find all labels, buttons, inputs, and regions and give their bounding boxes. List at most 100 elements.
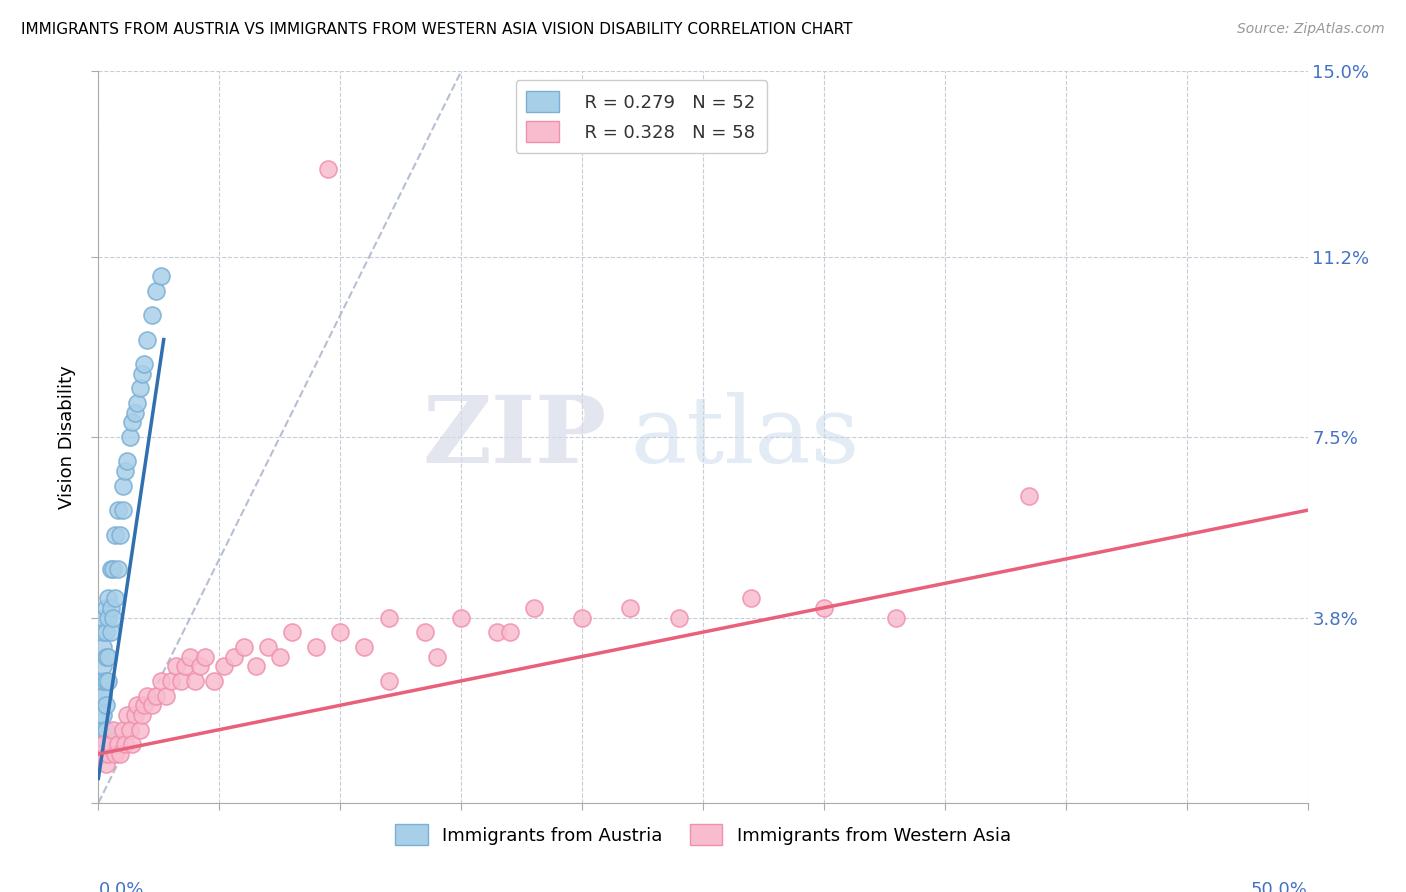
Point xyxy=(523,600,546,615)
Point xyxy=(127,698,149,713)
Point xyxy=(184,673,207,688)
Point xyxy=(94,723,117,737)
Point xyxy=(212,659,235,673)
Legend: Immigrants from Austria, Immigrants from Western Asia: Immigrants from Austria, Immigrants from… xyxy=(384,814,1022,856)
Point xyxy=(619,600,641,615)
Point xyxy=(134,698,156,713)
Point xyxy=(90,737,112,751)
Point xyxy=(117,454,139,468)
Point xyxy=(316,161,339,176)
Point xyxy=(813,600,835,615)
Point xyxy=(91,625,114,640)
Point xyxy=(150,269,173,284)
Point xyxy=(104,747,127,761)
Point xyxy=(145,284,167,298)
Point xyxy=(108,527,131,541)
Text: ZIP: ZIP xyxy=(422,392,606,482)
Point xyxy=(131,708,153,723)
Point xyxy=(131,367,153,381)
Point xyxy=(329,625,352,640)
Point xyxy=(232,640,254,654)
Point xyxy=(305,640,328,654)
Point xyxy=(90,673,112,688)
Point xyxy=(91,610,114,624)
Point xyxy=(121,737,143,751)
Point xyxy=(107,503,129,517)
Point xyxy=(104,591,127,605)
Point xyxy=(97,673,120,688)
Point xyxy=(97,610,120,624)
Point xyxy=(222,649,245,664)
Point xyxy=(486,625,509,640)
Point xyxy=(160,673,183,688)
Text: atlas: atlas xyxy=(630,392,859,482)
Point xyxy=(91,659,114,673)
Point xyxy=(134,357,156,371)
Point xyxy=(111,479,134,493)
Point xyxy=(91,640,114,654)
Point xyxy=(100,737,122,751)
Point xyxy=(90,708,112,723)
Point xyxy=(165,659,187,673)
Point xyxy=(118,723,141,737)
Point xyxy=(128,381,150,395)
Text: IMMIGRANTS FROM AUSTRIA VS IMMIGRANTS FROM WESTERN ASIA VISION DISABILITY CORREL: IMMIGRANTS FROM AUSTRIA VS IMMIGRANTS FR… xyxy=(21,22,852,37)
Point xyxy=(91,689,114,703)
Point xyxy=(353,640,375,654)
Point xyxy=(108,747,131,761)
Point xyxy=(101,610,124,624)
Point xyxy=(498,625,520,640)
Point xyxy=(886,610,908,624)
Point xyxy=(118,430,141,444)
Point xyxy=(97,591,120,605)
Point xyxy=(194,649,217,664)
Point xyxy=(450,610,472,624)
Point xyxy=(174,659,197,673)
Point xyxy=(100,562,122,576)
Point xyxy=(269,649,291,664)
Point xyxy=(94,625,117,640)
Point xyxy=(117,708,139,723)
Point xyxy=(111,723,134,737)
Point xyxy=(426,649,449,664)
Point xyxy=(97,747,120,761)
Point xyxy=(141,308,163,322)
Point xyxy=(668,610,690,624)
Point xyxy=(121,416,143,430)
Point xyxy=(101,562,124,576)
Point xyxy=(104,527,127,541)
Point xyxy=(90,723,112,737)
Point xyxy=(281,625,304,640)
Point xyxy=(124,708,146,723)
Point xyxy=(135,689,157,703)
Point xyxy=(1018,489,1040,503)
Point xyxy=(150,673,173,688)
Point xyxy=(94,698,117,713)
Point xyxy=(91,737,114,751)
Point xyxy=(571,610,593,624)
Point xyxy=(91,673,114,688)
Point xyxy=(91,723,114,737)
Point xyxy=(100,600,122,615)
Point xyxy=(94,649,117,664)
Point xyxy=(94,600,117,615)
Point xyxy=(114,737,136,751)
Point xyxy=(90,747,112,761)
Point xyxy=(155,689,177,703)
Point xyxy=(135,333,157,347)
Point xyxy=(94,673,117,688)
Point xyxy=(141,698,163,713)
Y-axis label: Vision Disability: Vision Disability xyxy=(58,365,76,509)
Point xyxy=(377,610,399,624)
Point xyxy=(128,723,150,737)
Text: 50.0%: 50.0% xyxy=(1251,880,1308,892)
Point xyxy=(97,649,120,664)
Text: 0.0%: 0.0% xyxy=(98,880,143,892)
Point xyxy=(169,673,191,688)
Point xyxy=(179,649,201,664)
Point xyxy=(91,747,114,761)
Point xyxy=(245,659,267,673)
Point xyxy=(127,396,149,410)
Point xyxy=(114,464,136,478)
Point xyxy=(101,723,124,737)
